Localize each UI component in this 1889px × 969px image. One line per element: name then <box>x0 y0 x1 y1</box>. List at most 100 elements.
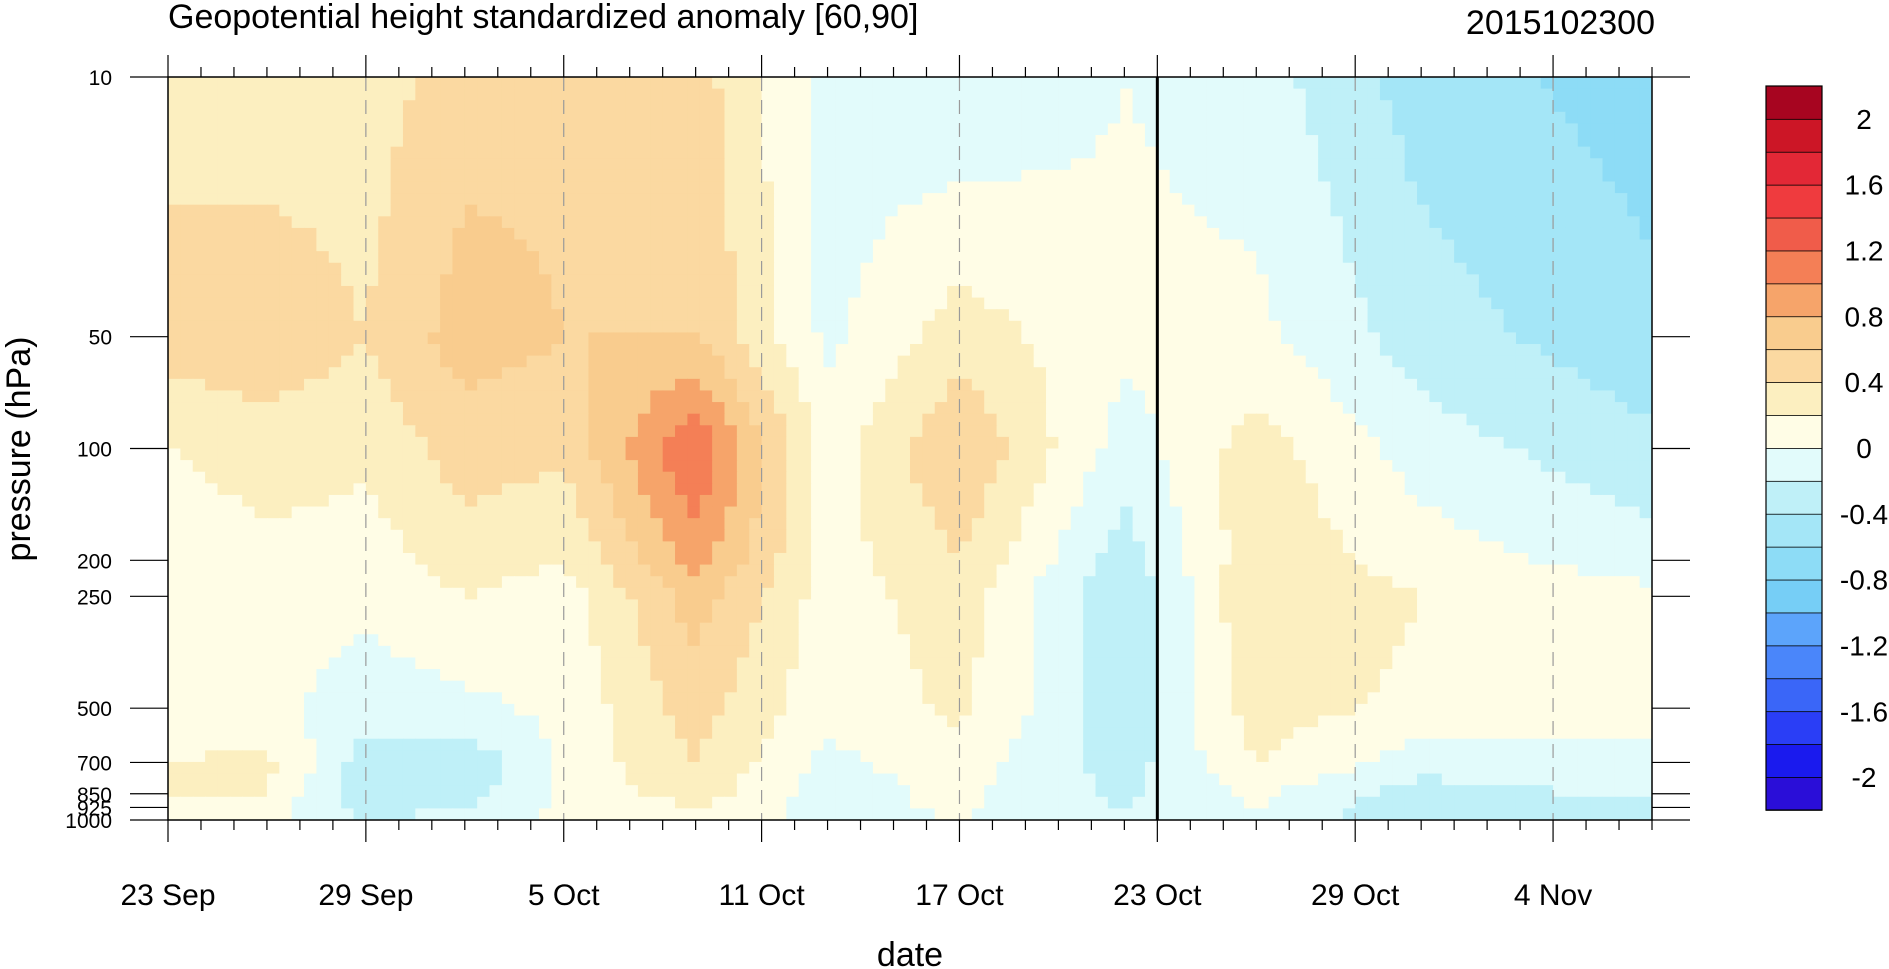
field-cell <box>1058 251 1072 264</box>
field-cell <box>773 135 787 148</box>
field-cell <box>1639 436 1652 450</box>
field-cell <box>1503 390 1517 403</box>
field-cell <box>1070 529 1084 542</box>
field-cell <box>848 239 862 252</box>
field-cell <box>489 506 503 519</box>
field-cell <box>1503 111 1517 125</box>
field-cell <box>1454 285 1468 299</box>
field-cell <box>1318 274 1332 287</box>
field-cell <box>217 77 231 90</box>
field-cell <box>328 158 342 171</box>
field-cell <box>1355 274 1369 287</box>
field-cell <box>242 355 256 368</box>
field-cell <box>279 216 293 229</box>
field-cell <box>1379 100 1393 113</box>
field-cell <box>1206 274 1220 287</box>
field-cell <box>1070 123 1084 136</box>
field-cell <box>365 262 379 275</box>
field-cell <box>947 494 961 508</box>
field-cell <box>1404 77 1418 90</box>
field-cell <box>1169 216 1183 229</box>
field-cell <box>539 251 552 264</box>
field-cell <box>1144 216 1158 229</box>
field-cell <box>1565 344 1579 357</box>
field-cell <box>266 529 280 542</box>
field-cell <box>1540 471 1554 484</box>
field-cell <box>1565 297 1579 310</box>
field-cell <box>328 135 342 148</box>
field-cell <box>1491 483 1505 496</box>
field-cell <box>1503 77 1517 90</box>
field-cell <box>835 320 849 334</box>
field-cell <box>959 158 973 171</box>
field-cell <box>1639 320 1652 334</box>
field-cell <box>291 88 305 101</box>
field-cell <box>489 158 503 171</box>
field-cell <box>1008 204 1022 217</box>
field-cell <box>687 367 701 380</box>
field-cell <box>996 518 1010 531</box>
field-cell <box>477 262 491 275</box>
field-cell <box>1379 402 1393 415</box>
field-cell <box>402 541 416 554</box>
field-cell <box>576 146 590 159</box>
field-cell <box>316 227 330 241</box>
field-cell <box>1033 390 1047 403</box>
field-cell <box>625 239 639 252</box>
field-cell <box>1083 88 1097 101</box>
field-cell <box>402 518 416 531</box>
field-cell <box>1404 413 1418 426</box>
field-cell <box>254 100 268 113</box>
field-cell <box>823 425 837 438</box>
field-cell <box>440 158 454 171</box>
field-cell <box>1565 146 1579 159</box>
field-cell <box>588 320 602 334</box>
field-cell <box>823 100 837 113</box>
field-cell <box>266 332 280 345</box>
field-cell <box>1046 483 1059 496</box>
field-cell <box>1639 111 1652 125</box>
field-cell <box>761 518 775 531</box>
field-cell <box>1058 204 1072 217</box>
field-cell <box>1577 355 1591 368</box>
field-cell <box>365 285 379 299</box>
field-cell <box>885 448 899 461</box>
field-cell <box>1602 146 1616 159</box>
field-cell <box>1429 123 1443 136</box>
field-cell <box>823 494 837 508</box>
field-cell <box>712 123 726 136</box>
field-cell <box>539 181 552 194</box>
field-cell <box>1256 274 1270 287</box>
field-cell <box>266 123 280 136</box>
field-cell <box>1454 227 1468 241</box>
field-cell <box>798 297 812 310</box>
field-cell <box>1046 332 1059 345</box>
field-cell <box>217 123 231 136</box>
field-cell <box>736 158 750 171</box>
field-cell <box>1614 436 1628 450</box>
field-cell <box>440 239 454 252</box>
field-cell <box>687 111 701 125</box>
field-cell <box>947 193 961 206</box>
field-cell <box>650 262 664 275</box>
field-cell <box>1528 320 1542 334</box>
field-cell <box>477 227 491 241</box>
field-cell <box>489 135 503 148</box>
field-cell <box>712 297 726 310</box>
field-cell <box>1330 193 1344 206</box>
field-cell <box>959 285 973 299</box>
field-cell <box>736 274 750 287</box>
field-cell <box>440 146 454 159</box>
field-cell <box>872 204 886 217</box>
field-cell <box>848 518 862 531</box>
field-cell <box>1021 320 1035 334</box>
field-cell <box>848 378 862 392</box>
field-cell <box>291 483 305 496</box>
field-cell <box>1120 309 1134 322</box>
field-cell <box>1614 204 1628 217</box>
field-cell <box>1441 216 1455 229</box>
field-cell <box>192 77 206 90</box>
field-cell <box>1021 309 1035 322</box>
field-cell <box>1478 285 1492 299</box>
field-cell <box>798 332 812 345</box>
